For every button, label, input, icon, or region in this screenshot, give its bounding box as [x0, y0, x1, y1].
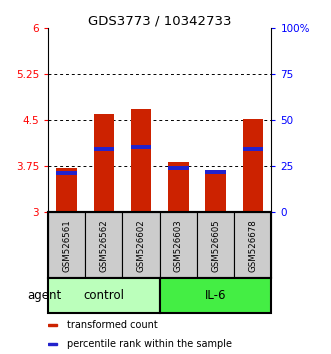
Text: GSM526603: GSM526603	[174, 219, 183, 272]
Bar	[48, 324, 57, 326]
Bar	[205, 172, 226, 212]
Text: GSM526561: GSM526561	[62, 219, 71, 272]
Text: control: control	[83, 289, 124, 302]
Bar	[131, 109, 151, 212]
Text: transformed count: transformed count	[67, 320, 158, 330]
Bar	[234, 212, 271, 278]
Bar	[197, 212, 234, 278]
Text: percentile rank within the sample: percentile rank within the sample	[67, 339, 232, 349]
Bar	[56, 171, 77, 175]
Bar	[48, 212, 85, 278]
Text: GSM526605: GSM526605	[211, 219, 220, 272]
Text: agent: agent	[27, 289, 62, 302]
Text: IL-6: IL-6	[205, 289, 226, 302]
Bar	[94, 114, 114, 212]
Bar	[131, 145, 151, 149]
Bar	[205, 170, 226, 173]
Bar	[168, 166, 189, 170]
Bar	[168, 162, 189, 212]
Title: GDS3773 / 10342733: GDS3773 / 10342733	[88, 14, 231, 27]
Bar	[48, 278, 160, 313]
Bar	[160, 212, 197, 278]
Bar	[56, 168, 77, 212]
Text: GSM526678: GSM526678	[248, 219, 257, 272]
Bar	[94, 147, 114, 150]
Bar	[48, 343, 57, 345]
Bar	[243, 147, 263, 150]
Bar	[243, 119, 263, 212]
Text: GSM526602: GSM526602	[137, 219, 146, 272]
Bar	[85, 212, 122, 278]
Text: GSM526562: GSM526562	[99, 219, 108, 272]
Bar	[160, 278, 271, 313]
Bar	[122, 212, 160, 278]
